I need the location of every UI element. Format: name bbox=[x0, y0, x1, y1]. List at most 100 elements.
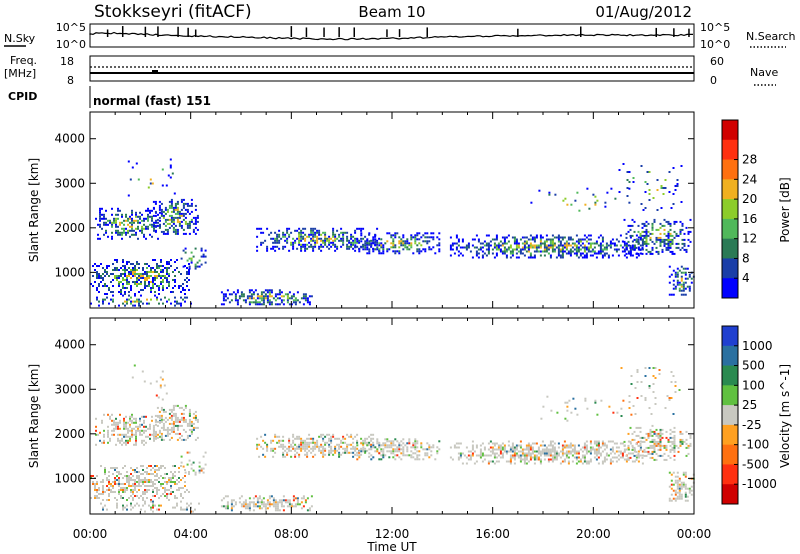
echo-cell bbox=[374, 241, 377, 244]
echo-cell bbox=[358, 248, 361, 251]
echo-cell bbox=[449, 248, 452, 251]
velocity-colorbar-label: Velocity [m s^-1] bbox=[778, 364, 792, 468]
echo-cell bbox=[292, 497, 295, 500]
echo-cell bbox=[130, 302, 132, 305]
echo-cell bbox=[495, 248, 498, 251]
echo-cell bbox=[581, 462, 584, 465]
echo-cell bbox=[296, 499, 299, 502]
echo-cell bbox=[111, 213, 113, 216]
echo-cell bbox=[124, 506, 126, 509]
echo-cell bbox=[360, 227, 363, 230]
echo-cell bbox=[160, 416, 163, 419]
echo-cell bbox=[537, 448, 540, 451]
echo-cell bbox=[133, 421, 135, 424]
echo-cell bbox=[368, 250, 371, 253]
echo-cell bbox=[188, 224, 191, 227]
echo-cell bbox=[188, 504, 190, 507]
echo-cell bbox=[294, 437, 297, 440]
echo-cell bbox=[671, 446, 674, 449]
echo-cell bbox=[652, 367, 655, 369]
echo-cell bbox=[416, 244, 419, 247]
echo-cell bbox=[180, 418, 183, 421]
date-title: 01/Aug/2012 bbox=[595, 3, 692, 21]
echo-cell bbox=[127, 223, 129, 226]
echo-cell bbox=[489, 454, 492, 457]
echo-cell bbox=[569, 452, 572, 455]
echo-cell bbox=[144, 273, 146, 275]
echo-cell bbox=[145, 425, 147, 428]
echo-cell bbox=[533, 256, 536, 259]
echo-cell bbox=[342, 435, 345, 438]
echo-cell bbox=[682, 267, 685, 270]
echo-cell bbox=[406, 240, 409, 243]
echo-cell bbox=[142, 465, 144, 467]
echo-cell bbox=[178, 224, 181, 227]
echo-cell bbox=[625, 244, 628, 247]
echo-cell bbox=[605, 444, 608, 447]
echo-cell bbox=[178, 214, 181, 217]
echo-cell bbox=[639, 446, 642, 449]
echo-cell bbox=[455, 236, 458, 239]
echo-cell bbox=[364, 248, 367, 251]
echo-cell bbox=[561, 248, 564, 251]
echo-cell bbox=[617, 458, 620, 461]
echo-cell bbox=[294, 503, 297, 506]
echo-cell bbox=[118, 275, 120, 277]
echo-cell bbox=[242, 503, 245, 506]
echo-cell bbox=[676, 267, 679, 270]
echo-cell bbox=[156, 406, 159, 409]
echo-cell bbox=[669, 250, 672, 253]
echo-cell bbox=[158, 208, 161, 211]
echo-cell bbox=[471, 244, 474, 247]
echo-cell bbox=[302, 303, 305, 306]
echo-cell bbox=[318, 245, 321, 248]
echo-cell bbox=[137, 178, 140, 181]
echo-cell bbox=[186, 436, 189, 439]
echo-cell bbox=[676, 271, 679, 274]
echo-cell bbox=[663, 446, 666, 449]
echo-cell bbox=[559, 254, 562, 257]
echo-cell bbox=[158, 420, 161, 423]
echo-cell bbox=[332, 239, 335, 242]
echo-cell bbox=[136, 471, 138, 473]
echo-cell bbox=[380, 450, 383, 453]
echo-cell bbox=[352, 441, 355, 444]
echo-cell bbox=[115, 443, 117, 446]
echo-cell bbox=[489, 240, 492, 243]
echo-cell bbox=[527, 446, 530, 449]
echo-cell bbox=[310, 229, 313, 232]
echo-cell bbox=[583, 458, 586, 461]
echo-cell bbox=[543, 244, 546, 247]
echo-cell bbox=[168, 493, 170, 495]
echo-cell bbox=[128, 281, 130, 283]
echo-cell bbox=[685, 248, 688, 251]
echo-cell bbox=[465, 456, 468, 459]
echo-cell bbox=[677, 242, 680, 245]
echo-cell bbox=[597, 250, 600, 253]
echo-cell bbox=[174, 232, 177, 235]
echo-cell bbox=[142, 277, 144, 279]
echo-cell bbox=[668, 265, 671, 268]
echo-cell bbox=[567, 444, 570, 447]
echo-cell bbox=[182, 412, 185, 415]
echo-cell bbox=[547, 444, 550, 447]
echo-cell bbox=[200, 247, 203, 250]
echo-cell bbox=[114, 277, 116, 279]
echo-cell bbox=[162, 216, 165, 219]
echo-cell bbox=[537, 244, 540, 247]
echo-cell bbox=[515, 246, 518, 249]
echo-cell bbox=[172, 426, 175, 429]
echo-cell bbox=[226, 289, 229, 292]
echo-cell bbox=[152, 271, 154, 273]
echo-cell bbox=[131, 221, 133, 224]
echo-cell bbox=[124, 267, 126, 269]
echo-cell bbox=[156, 277, 158, 279]
echo-cell bbox=[687, 452, 690, 455]
echo-cell bbox=[116, 502, 118, 505]
echo-cell bbox=[152, 489, 154, 491]
echo-cell bbox=[676, 479, 679, 482]
echo-cell bbox=[635, 426, 638, 429]
echo-cell bbox=[147, 427, 149, 430]
echo-cell bbox=[202, 471, 205, 474]
echo-cell bbox=[523, 460, 526, 463]
